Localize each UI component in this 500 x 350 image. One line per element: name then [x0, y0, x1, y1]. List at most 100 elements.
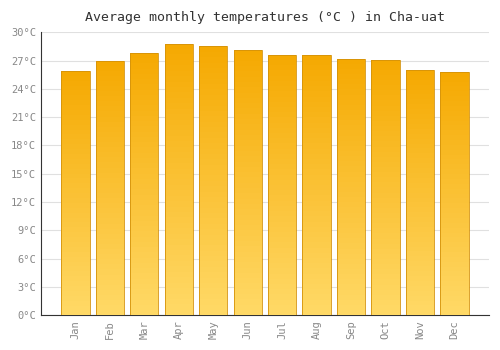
Bar — [62, 227, 90, 232]
Bar — [406, 232, 434, 237]
Bar — [96, 183, 124, 188]
Bar — [440, 155, 468, 160]
Bar — [268, 289, 296, 294]
Bar — [234, 183, 262, 188]
Bar — [268, 279, 296, 284]
Bar — [164, 239, 193, 245]
Bar — [96, 76, 124, 81]
Bar — [302, 55, 330, 315]
Bar — [62, 71, 90, 315]
Bar — [199, 181, 228, 186]
Bar — [406, 286, 434, 291]
Bar — [372, 198, 400, 203]
Bar — [337, 177, 365, 182]
Bar — [302, 284, 330, 289]
Bar — [372, 290, 400, 295]
Bar — [372, 85, 400, 90]
Bar — [302, 232, 330, 237]
Bar — [302, 60, 330, 65]
Bar — [62, 95, 90, 100]
Bar — [234, 284, 262, 289]
Bar — [406, 173, 434, 178]
Bar — [337, 69, 365, 74]
Bar — [130, 221, 158, 226]
Bar — [372, 249, 400, 254]
Bar — [406, 310, 434, 315]
Bar — [96, 122, 124, 127]
Bar — [440, 306, 468, 310]
Bar — [372, 136, 400, 141]
Bar — [372, 285, 400, 290]
Bar — [62, 252, 90, 257]
Bar — [406, 202, 434, 207]
Bar — [337, 115, 365, 120]
Bar — [406, 80, 434, 85]
Bar — [406, 266, 434, 271]
Bar — [440, 130, 468, 135]
Bar — [302, 138, 330, 143]
Bar — [337, 254, 365, 259]
Bar — [96, 270, 124, 274]
Bar — [130, 252, 158, 258]
Bar — [440, 286, 468, 291]
Bar — [440, 145, 468, 150]
Bar — [268, 258, 296, 263]
Bar — [406, 119, 434, 124]
Bar — [268, 305, 296, 310]
Bar — [199, 234, 228, 240]
Bar — [130, 273, 158, 279]
Bar — [268, 310, 296, 315]
Bar — [268, 263, 296, 268]
Bar — [96, 96, 124, 101]
Bar — [440, 252, 468, 257]
Bar — [62, 247, 90, 252]
Bar — [130, 263, 158, 268]
Bar — [199, 229, 228, 234]
Bar — [268, 196, 296, 201]
Bar — [96, 178, 124, 183]
Bar — [372, 96, 400, 100]
Bar — [234, 77, 262, 82]
Bar — [406, 94, 434, 99]
Bar — [302, 91, 330, 97]
Bar — [62, 276, 90, 281]
Bar — [372, 239, 400, 244]
Bar — [337, 156, 365, 161]
Bar — [337, 264, 365, 269]
Bar — [440, 291, 468, 296]
Bar — [372, 254, 400, 259]
Bar — [440, 203, 468, 208]
Bar — [130, 126, 158, 132]
Bar — [234, 135, 262, 140]
Bar — [234, 193, 262, 198]
Bar — [302, 263, 330, 268]
Bar — [268, 60, 296, 65]
Bar — [62, 76, 90, 81]
Bar — [130, 247, 158, 252]
Bar — [440, 208, 468, 213]
Bar — [406, 144, 434, 148]
Bar — [302, 201, 330, 206]
Bar — [62, 291, 90, 296]
Bar — [130, 189, 158, 195]
Bar — [96, 295, 124, 300]
Bar — [96, 193, 124, 198]
Bar — [199, 186, 228, 191]
Bar — [96, 249, 124, 254]
Bar — [440, 232, 468, 237]
Bar — [302, 164, 330, 169]
Bar — [268, 164, 296, 169]
Bar — [302, 268, 330, 274]
Bar — [62, 183, 90, 188]
Bar — [130, 179, 158, 184]
Bar — [268, 117, 296, 122]
Bar — [372, 90, 400, 96]
Bar — [96, 290, 124, 295]
Bar — [337, 182, 365, 187]
Bar — [372, 60, 400, 65]
Bar — [130, 289, 158, 294]
Bar — [302, 102, 330, 107]
Bar — [130, 168, 158, 174]
Bar — [164, 234, 193, 239]
Bar — [62, 232, 90, 237]
